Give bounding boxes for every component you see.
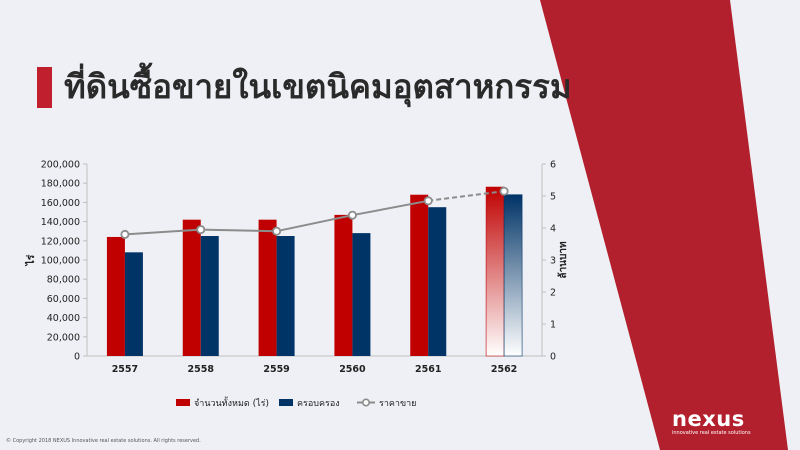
page-title: ที่ดินซื้อขายในเขตนิคมอุตสาหกรรม: [64, 67, 572, 106]
y2-tick-label: 3: [550, 256, 556, 267]
price-point-2561: [423, 196, 433, 206]
price-point-2559: [272, 226, 282, 236]
price-point-2562: [499, 186, 509, 196]
copyright-text: © Copyright 2018 NEXUS Innovative real e…: [6, 438, 201, 444]
y-tick-label: 180,000: [41, 179, 80, 190]
price-point-2558: [196, 225, 206, 235]
legend-swatch-price-marker: [361, 398, 370, 407]
bar-total-2561: [410, 194, 429, 356]
y2-tick-label: 2: [550, 288, 556, 299]
red-diagonal-band: [540, 0, 788, 450]
logo-tagline: innovative real estate solutions: [672, 430, 751, 436]
bar-total-2562: [485, 186, 505, 357]
y-tick-label: 80,000: [47, 275, 80, 286]
y-tick-label: 20,000: [47, 332, 80, 343]
y-tick-label: 160,000: [41, 198, 80, 209]
price-line-segment: [200, 228, 277, 233]
bar-total-2560: [334, 214, 353, 356]
legend-swatch-total: [176, 399, 190, 406]
price-line-segment: [428, 190, 505, 202]
price-line-segment: [124, 228, 201, 236]
y-tick-label: 140,000: [41, 217, 80, 228]
y2-tick-label: 1: [550, 320, 556, 331]
bar-occupied-2558: [200, 236, 219, 356]
y-tick-label: 100,000: [41, 256, 80, 267]
y2-tick-label: 6: [550, 160, 556, 171]
bar-occupied-2557: [124, 252, 143, 356]
y2-tick-label: 5: [550, 192, 556, 203]
title-accent-bar: [37, 67, 52, 108]
y-axis-title: ไร่: [24, 254, 37, 266]
bar-occupied-2561: [428, 207, 447, 356]
nexus-logo: nexus innovative real estate solutions: [672, 408, 751, 437]
y-tick-label: 40,000: [47, 313, 80, 324]
x-tick-label: 2560: [339, 364, 366, 375]
legend-label-occupied: ครอบครอง: [297, 399, 340, 409]
price-line-segment: [276, 214, 353, 233]
x-tick-label: 2557: [112, 364, 138, 375]
y-tick-label: 200,000: [41, 160, 80, 171]
bar-total-2557: [106, 236, 125, 356]
y2-tick-label: 0: [550, 352, 556, 363]
bar-occupied-2560: [352, 233, 371, 356]
bar-total-2558: [182, 219, 201, 356]
legend-swatch-occupied: [279, 399, 293, 406]
y2-tick-label: 4: [550, 224, 556, 235]
y-tick-label: 0: [74, 352, 80, 363]
x-tick-label: 2559: [263, 364, 289, 375]
x-tick-label: 2561: [415, 364, 441, 375]
y-tick-label: 60,000: [47, 294, 80, 305]
price-point-2557: [120, 229, 130, 239]
y-tick-label: 120,000: [41, 236, 80, 247]
y2-axis-title: ล้านบาท: [557, 241, 569, 279]
x-tick-label: 2558: [188, 364, 215, 375]
price-point-2560: [347, 210, 357, 220]
bar-total-2559: [258, 219, 277, 356]
bar-occupied-2562: [503, 194, 523, 357]
x-tick-label: 2562: [491, 364, 517, 375]
logo-name: nexus: [672, 407, 745, 431]
legend-label-total: จำนวนทั้งหมด (ไร่): [194, 396, 269, 409]
legend-label-price: ราคาขาย: [379, 399, 416, 409]
price-line-segment: [352, 199, 429, 217]
bar-occupied-2559: [276, 236, 295, 356]
